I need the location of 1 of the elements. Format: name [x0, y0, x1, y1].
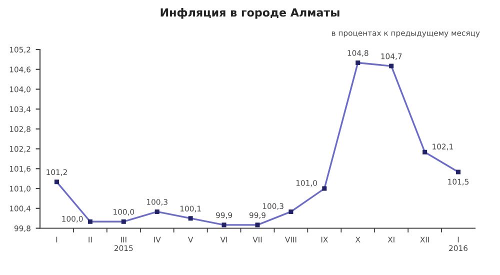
chart-title: Инфляция в городе Алматы	[160, 8, 340, 19]
